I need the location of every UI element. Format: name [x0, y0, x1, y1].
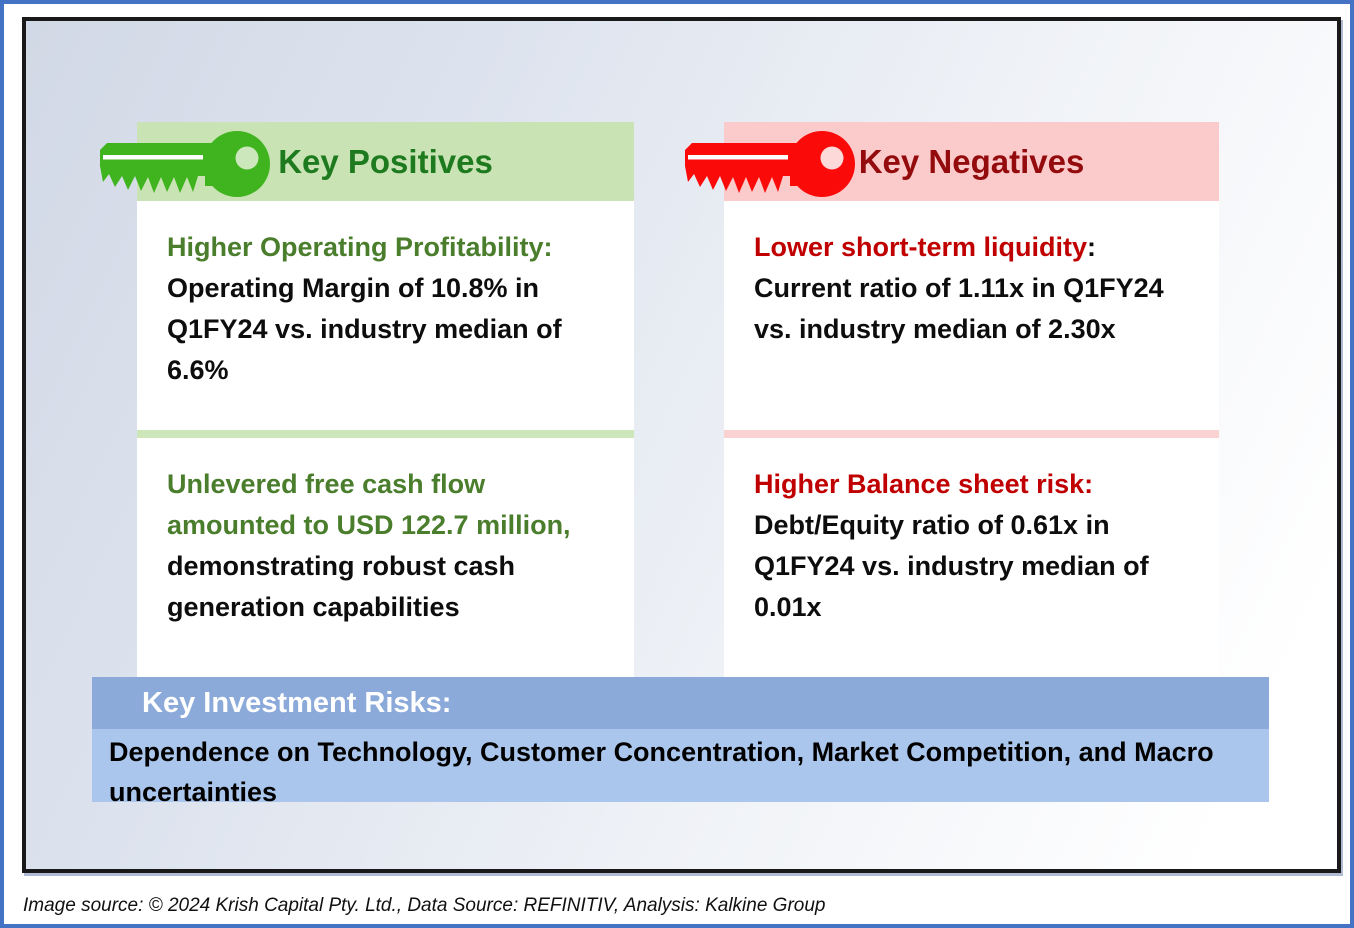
investment-risks-text: Dependence on Technology, Customer Conce… [109, 737, 1214, 807]
negatives-divider [724, 430, 1219, 438]
negative-item-detail: Debt/Equity ratio of 0.61x in Q1FY24 vs.… [754, 510, 1149, 622]
red-key-icon [685, 131, 855, 197]
positive-item-highlight: Higher Operating Profitability: [167, 232, 553, 262]
green-key-icon [100, 131, 270, 197]
negative-item-highlight: Higher Balance sheet risk: [754, 469, 1094, 499]
negative-item-text: Lower short-term liquidity: Current rati… [724, 201, 1179, 350]
positive-card-free-cash-flow: Unlevered free cash flow amounted to USD… [137, 438, 634, 677]
positive-item-text: Unlevered free cash flow amounted to USD… [137, 438, 592, 628]
negative-card-balance-sheet-risk: Higher Balance sheet risk: Debt/Equity r… [724, 438, 1219, 677]
negative-item-highlight: Lower short-term liquidity [754, 232, 1088, 262]
negative-item-text: Higher Balance sheet risk: Debt/Equity r… [724, 438, 1179, 628]
key-negatives-title: Key Negatives [858, 142, 1085, 180]
investment-risks-title: Key Investment Risks: [142, 686, 452, 719]
investment-risks-header: Key Investment Risks: [92, 677, 1269, 729]
key-positives-title: Key Positives [278, 142, 493, 180]
positive-item-detail: demonstrating robust cash generation cap… [167, 551, 516, 622]
positive-item-highlight: Unlevered free cash flow amounted to USD… [167, 469, 571, 540]
positives-divider [137, 430, 634, 438]
negative-card-liquidity: Lower short-term liquidity: Current rati… [724, 201, 1219, 430]
positive-item-text: Higher Operating Profitability: Operatin… [137, 201, 592, 391]
positive-item-detail: Operating Margin of 10.8% in Q1FY24 vs. … [167, 273, 562, 385]
negative-item-detail: : Current ratio of 1.11x in Q1FY24 vs. i… [754, 232, 1164, 344]
positive-card-operating-profitability: Higher Operating Profitability: Operatin… [137, 201, 634, 430]
image-source-attribution: Image source: © 2024 Krish Capital Pty. … [23, 895, 826, 916]
investment-risks-body: Dependence on Technology, Customer Conce… [92, 729, 1269, 807]
